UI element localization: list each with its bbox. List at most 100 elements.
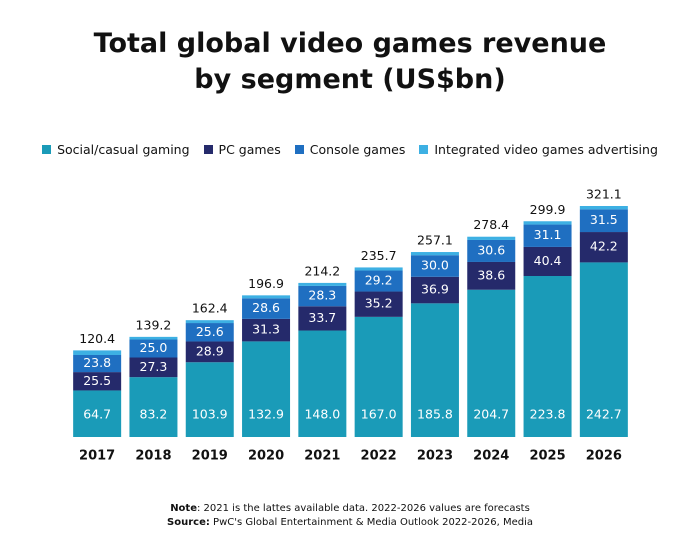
legend-label: Social/casual gaming xyxy=(57,142,190,157)
total-label: 214.2 xyxy=(304,263,340,278)
bar-segment xyxy=(298,285,347,307)
x-tick-label: 2022 xyxy=(361,449,397,464)
bar-segment xyxy=(579,206,628,210)
value-label: 148.0 xyxy=(304,407,340,422)
bar-segment xyxy=(354,270,403,292)
total-label: 120.4 xyxy=(79,331,115,346)
bar-segment xyxy=(354,291,403,317)
bar-segment xyxy=(185,362,234,437)
x-tick-label: 2018 xyxy=(135,449,171,464)
legend-label: Integrated video games advertising xyxy=(434,142,658,157)
value-label: 31.5 xyxy=(590,212,618,227)
x-tick-label: 2023 xyxy=(417,449,453,464)
note-line: Note: 2021 is the lattes available data.… xyxy=(0,502,700,516)
chart-title: Total global video games revenue by segm… xyxy=(0,26,700,98)
legend-item: Integrated video games advertising xyxy=(419,142,658,157)
value-label: 28.9 xyxy=(196,343,224,358)
value-label: 30.0 xyxy=(421,257,449,272)
value-label: 33.7 xyxy=(308,310,336,325)
legend-item: Social/casual gaming xyxy=(42,142,190,157)
value-label: 103.9 xyxy=(192,407,228,422)
value-label: 223.8 xyxy=(530,407,566,422)
title-line: by segment (US$bn) xyxy=(194,64,506,95)
value-label: 31.1 xyxy=(534,227,562,242)
value-label: 29.2 xyxy=(365,273,393,288)
total-label: 235.7 xyxy=(361,248,397,263)
value-label: 31.3 xyxy=(252,322,280,337)
bar-segment xyxy=(467,236,516,240)
legend-swatch xyxy=(419,145,429,154)
value-label: 28.3 xyxy=(308,288,336,303)
bar-segment xyxy=(467,239,516,262)
note-label: Note xyxy=(170,503,197,514)
note-line: Source: PwC's Global Entertainment & Med… xyxy=(0,516,700,530)
legend: Social/casual gaming PC games Console game… xyxy=(0,142,700,157)
note-text: PwC's Global Entertainment & Media Outlo… xyxy=(209,517,533,528)
legend-swatch xyxy=(203,145,213,154)
bar-segment xyxy=(298,330,347,437)
bar-segment xyxy=(410,303,459,437)
value-label: 35.2 xyxy=(365,296,393,311)
bar-segment xyxy=(73,350,122,355)
bar-segment xyxy=(73,390,122,437)
value-label: 25.6 xyxy=(196,324,224,339)
total-label: 257.1 xyxy=(417,233,453,248)
value-label: 27.3 xyxy=(140,359,168,374)
bar-segment xyxy=(410,255,459,277)
bar-segment xyxy=(579,262,628,437)
total-label: 321.1 xyxy=(586,187,622,202)
x-tick-label: 2026 xyxy=(586,449,622,464)
bar-segment xyxy=(579,209,628,233)
x-tick-label: 2021 xyxy=(304,449,340,464)
bar-segment xyxy=(410,276,459,304)
legend-swatch xyxy=(294,145,304,154)
value-label: 132.9 xyxy=(248,407,284,422)
note-text: : 2021 is the lattes available data. 202… xyxy=(197,503,530,514)
note-label: Source: xyxy=(167,517,210,528)
value-label: 28.6 xyxy=(252,300,280,315)
value-label: 36.9 xyxy=(421,282,449,297)
x-tick-label: 2017 xyxy=(79,449,115,464)
value-label: 42.2 xyxy=(590,239,618,254)
bar-segment xyxy=(73,354,122,373)
bar-segment xyxy=(298,282,347,286)
bar-segment xyxy=(129,377,178,437)
bar-segment xyxy=(523,246,572,276)
value-label: 64.7 xyxy=(83,407,111,422)
value-label: 25.5 xyxy=(83,373,111,388)
value-label: 38.6 xyxy=(477,267,505,282)
notes: Note: 2021 is the lattes available data.… xyxy=(0,502,700,530)
bar-segment xyxy=(73,372,122,391)
title-line: Total global video games revenue xyxy=(93,28,607,59)
legend-label: PC games xyxy=(218,142,281,157)
bar-segment xyxy=(523,275,572,437)
total-label: 299.9 xyxy=(530,202,566,217)
x-tick-label: 2020 xyxy=(248,449,284,464)
bar-segment xyxy=(467,261,516,290)
value-label: 83.2 xyxy=(140,407,168,422)
bar-segment xyxy=(129,357,178,378)
bar-segment xyxy=(129,336,178,340)
value-label: 40.4 xyxy=(534,253,562,268)
legend-item: Console games xyxy=(294,142,406,157)
value-label: 185.8 xyxy=(417,407,453,422)
value-label: 242.7 xyxy=(586,407,622,422)
bar-segment xyxy=(298,306,347,331)
value-label: 167.0 xyxy=(361,407,397,422)
bar-segment xyxy=(129,339,178,358)
bar-segment xyxy=(185,323,234,342)
value-label: 204.7 xyxy=(473,407,509,422)
x-tick-label: 2025 xyxy=(529,449,565,464)
total-label: 196.9 xyxy=(248,276,284,291)
value-label: 23.8 xyxy=(83,355,111,370)
legend-label: Console games xyxy=(309,142,406,157)
total-label: 278.4 xyxy=(473,217,509,232)
bar-segment xyxy=(185,341,234,363)
bar-segment xyxy=(242,318,291,342)
legend-swatch xyxy=(42,145,52,154)
legend-item: PC games xyxy=(203,142,281,157)
total-label: 139.2 xyxy=(136,317,172,332)
bar-segment xyxy=(523,221,572,225)
